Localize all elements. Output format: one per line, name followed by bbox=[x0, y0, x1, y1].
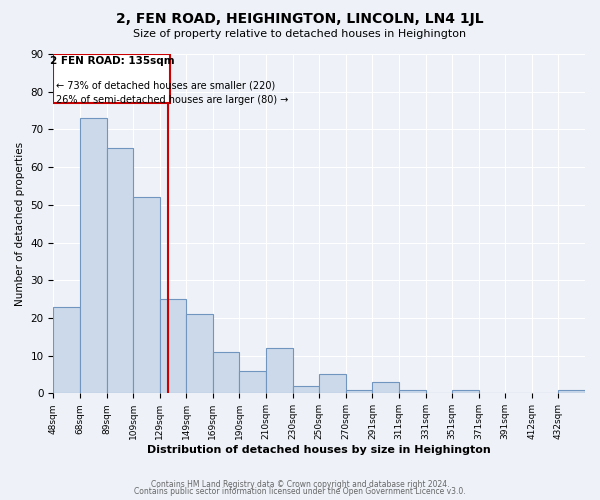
Text: 2 FEN ROAD: 135sqm: 2 FEN ROAD: 135sqm bbox=[50, 56, 174, 66]
Bar bbox=[239, 370, 266, 394]
Bar bbox=[293, 386, 319, 394]
Bar bbox=[80, 118, 107, 394]
Bar bbox=[346, 390, 373, 394]
Y-axis label: Number of detached properties: Number of detached properties bbox=[15, 142, 25, 306]
Bar bbox=[266, 348, 293, 394]
Bar bbox=[133, 198, 160, 394]
Text: 2, FEN ROAD, HEIGHINGTON, LINCOLN, LN4 1JL: 2, FEN ROAD, HEIGHINGTON, LINCOLN, LN4 1… bbox=[116, 12, 484, 26]
Text: 26% of semi-detached houses are larger (80) →: 26% of semi-detached houses are larger (… bbox=[56, 96, 289, 106]
Bar bbox=[559, 390, 585, 394]
Bar bbox=[213, 352, 239, 394]
Bar bbox=[53, 306, 80, 394]
Bar bbox=[319, 374, 346, 394]
Bar bbox=[399, 390, 425, 394]
X-axis label: Distribution of detached houses by size in Heighington: Distribution of detached houses by size … bbox=[148, 445, 491, 455]
Bar bbox=[107, 148, 133, 394]
Bar bbox=[160, 299, 187, 394]
Text: ← 73% of detached houses are smaller (220): ← 73% of detached houses are smaller (22… bbox=[56, 80, 275, 90]
Bar bbox=[373, 382, 399, 394]
Bar bbox=[187, 314, 213, 394]
Text: Size of property relative to detached houses in Heighington: Size of property relative to detached ho… bbox=[133, 29, 467, 39]
Text: Contains HM Land Registry data © Crown copyright and database right 2024.: Contains HM Land Registry data © Crown c… bbox=[151, 480, 449, 489]
Bar bbox=[452, 390, 479, 394]
Text: Contains public sector information licensed under the Open Government Licence v3: Contains public sector information licen… bbox=[134, 487, 466, 496]
FancyBboxPatch shape bbox=[53, 54, 170, 103]
